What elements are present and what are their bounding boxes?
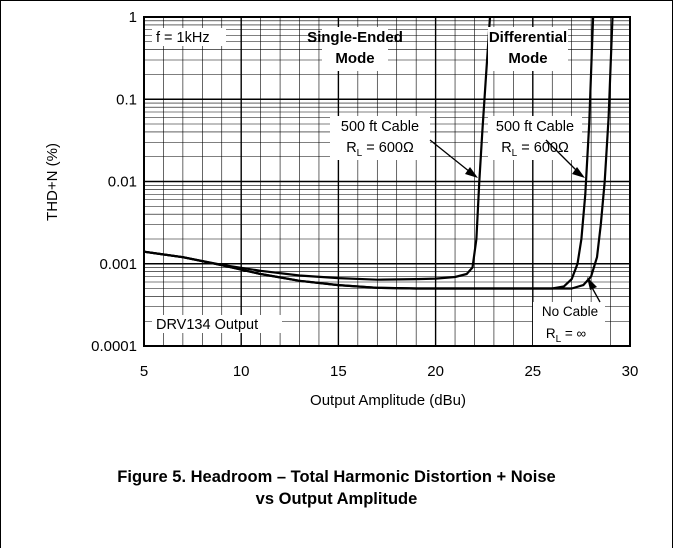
no-cable-annotation: No Cable	[542, 304, 598, 319]
x-tick-label: 10	[233, 363, 250, 380]
differential-mode-label: Mode	[508, 50, 547, 67]
y-tick-label: 1	[129, 9, 137, 26]
no-cable-load-annotation: RL = ∞	[546, 326, 587, 345]
cable-annotation-se: 500 ft Cable	[341, 119, 419, 135]
x-tick-label: 5	[140, 363, 148, 380]
thd-chart: 5 10 15 20 25 30 1 0.1 0.01 0.001 0.0001 Output Am…	[44, 9, 638, 409]
y-axis-label: THD+N (%)	[44, 143, 61, 221]
figure-caption-line-2: vs Output Amplitude	[255, 490, 418, 508]
single-ended-mode-label: Mode	[335, 50, 374, 67]
arrow-se	[429, 139, 471, 173]
figure-caption-line-1: Figure 5. Headroom – Total Harmonic Dist…	[117, 468, 556, 486]
load-annotation-se: RL = 600Ω	[346, 140, 414, 159]
y-tick-label: 0.001	[99, 256, 137, 273]
y-tick-label: 0.01	[108, 174, 137, 191]
y-tick-label: 0.0001	[91, 338, 137, 355]
arrow-diff	[545, 139, 579, 173]
x-tick-label: 30	[622, 363, 639, 380]
single-ended-label: Single-Ended	[307, 29, 403, 46]
data-series-1	[143, 16, 492, 281]
plot-frame	[143, 16, 631, 347]
load-annotation-diff: RL = 600Ω	[501, 140, 569, 159]
x-tick-label: 20	[427, 363, 444, 380]
tick-labels: 5 10 15 20 25 30 1 0.1 0.01 0.001 0.0001	[91, 9, 638, 380]
y-tick-label: 0.1	[116, 91, 137, 108]
frequency-annotation: f = 1kHz	[156, 30, 210, 46]
chart-curves	[143, 16, 614, 290]
data-series-3	[143, 16, 614, 290]
x-tick-label: 15	[330, 363, 347, 380]
output-annotation: DRV134 Output	[156, 317, 258, 333]
differential-label: Differential	[489, 29, 567, 46]
x-axis-label: Output Amplitude (dBu)	[310, 392, 466, 409]
cable-annotation-diff: 500 ft Cable	[496, 119, 574, 135]
top-rule	[0, 0, 673, 1]
x-tick-label: 25	[524, 363, 541, 380]
